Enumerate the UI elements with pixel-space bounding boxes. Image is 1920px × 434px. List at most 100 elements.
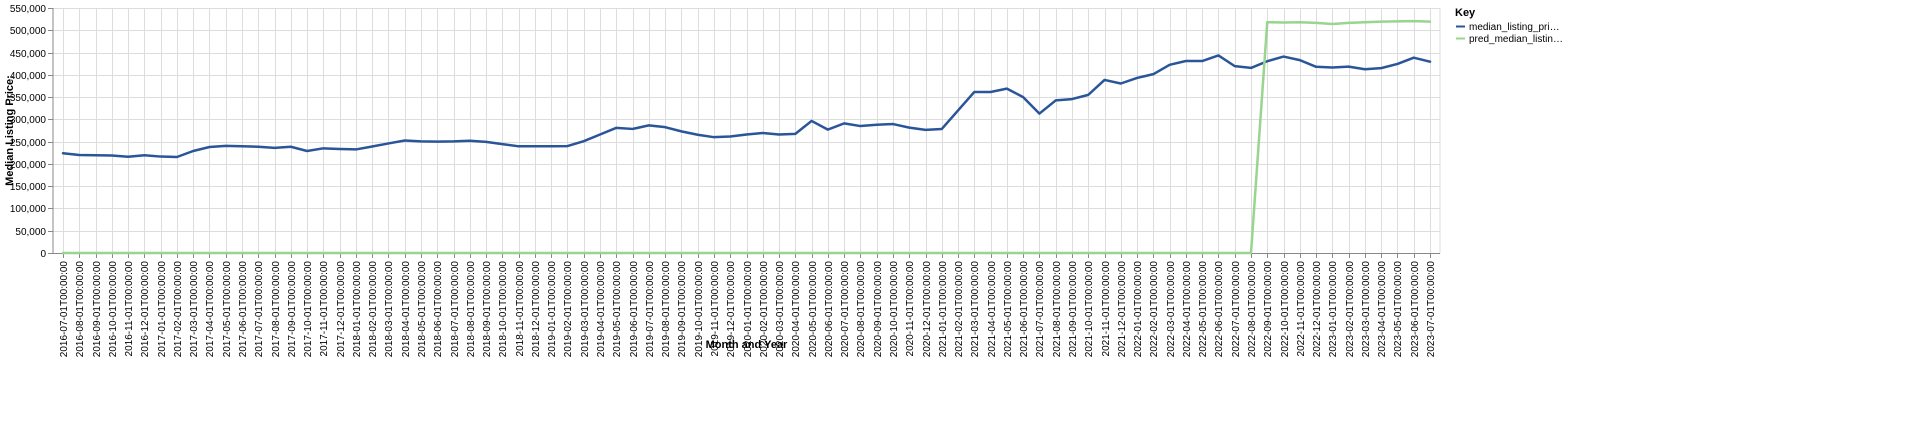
x-tick-label: 2017-03-01T00:00:00 [189,261,200,358]
x-tick-label: 2022-10-01T00:00:00 [1280,261,1291,358]
y-tick-label: 0 [40,249,46,260]
x-tick-label: 2019-10-01T00:00:00 [694,261,705,358]
x-tick-label: 2018-06-01T00:00:00 [433,261,444,358]
x-tick-label: 2018-01-01T00:00:00 [352,261,363,358]
x-tick-label: 2018-07-01T00:00:00 [450,261,461,358]
x-tick-label: 2022-08-01T00:00:00 [1247,261,1258,358]
legend-label-1: median_listing_pri… [1469,22,1560,33]
x-tick-label: 2022-03-01T00:00:00 [1166,261,1177,358]
x-tick-label: 2017-08-01T00:00:00 [271,261,282,358]
x-tick-label: 2023-02-01T00:00:00 [1345,261,1356,358]
x-tick-label: 2020-11-01T00:00:00 [905,261,916,357]
series-line-2 [61,19,1432,255]
x-tick-label: 2021-01-01T00:00:00 [938,261,949,358]
x-tick-label: 2019-01-01T00:00:00 [547,261,558,358]
x-tick-label: 2019-08-01T00:00:00 [661,261,672,358]
x-tick-label: 2017-05-01T00:00:00 [222,261,233,358]
x-tick-label: 2020-08-01T00:00:00 [856,261,867,358]
x-tick-label: 2016-10-01T00:00:00 [108,261,119,358]
y-tick-label: 450,000 [10,49,47,60]
legend-label-2: pred_median_listin… [1469,34,1563,45]
x-tick-label: 2019-11-01T00:00:00 [710,261,721,357]
x-axis-title: Month and Year [706,339,788,351]
x-tick-label: 2021-08-01T00:00:00 [1052,261,1063,358]
x-tick-label: 2017-06-01T00:00:00 [238,261,249,358]
x-tick-label: 2022-11-01T00:00:00 [1296,261,1307,357]
y-tick-label: 550,000 [10,4,47,15]
x-tick-label: 2022-04-01T00:00:00 [1182,261,1193,358]
x-axis: 2016-07-01T00:00:00 2016-08-01T00:00:00 20… [53,253,1440,357]
x-tick-label: 2016-09-01T00:00:00 [92,261,103,358]
x-tick-label: 2022-01-01T00:00:00 [1133,261,1144,358]
x-tick-label: 2018-12-01T00:00:00 [531,261,542,358]
y-tick-label: 250,000 [10,138,47,149]
x-tick-label: 2017-01-01T00:00:00 [157,261,168,358]
gridlines [53,8,1441,254]
x-tick-label: 2018-04-01T00:00:00 [401,261,412,358]
x-tick-label: 2020-10-01T00:00:00 [889,261,900,358]
x-tick-label: 2021-04-01T00:00:00 [987,261,998,358]
x-tick-label: 2020-04-01T00:00:00 [791,261,802,358]
x-tick-label: 2019-03-01T00:00:00 [580,261,591,358]
x-tick-label: 2016-08-01T00:00:00 [75,261,86,358]
x-tick-label: 2022-06-01T00:00:00 [1214,261,1225,358]
x-tick-label: 2017-12-01T00:00:00 [336,261,347,358]
x-tick-label: 2023-07-01T00:00:00 [1426,261,1437,358]
y-tick-label: 300,000 [10,115,47,126]
x-tick-label: 2019-12-01T00:00:00 [726,261,737,358]
x-tick-label: 2021-07-01T00:00:00 [1035,261,1046,358]
x-tick-label: 2019-06-01T00:00:00 [629,261,640,358]
y-axis: 0 50,000 100,000 150,000 200,000 250,000 300,0… [10,4,54,260]
x-tick-label: 2017-11-01T00:00:00 [319,261,330,357]
x-tick-label: 2021-03-01T00:00:00 [970,261,981,358]
x-tick-label: 2017-10-01T00:00:00 [303,261,314,358]
x-tick-label: 2018-05-01T00:00:00 [417,261,428,358]
x-tick-label: 2018-11-01T00:00:00 [515,261,526,357]
x-tick-label: 2020-07-01T00:00:00 [840,261,851,358]
x-tick-label: 2020-05-01T00:00:00 [808,261,819,358]
x-tick-label: 2017-07-01T00:00:00 [254,261,265,358]
x-tick-label: 2019-02-01T00:00:00 [563,261,574,358]
x-tick-label: 2021-09-01T00:00:00 [1068,261,1079,358]
x-tick-label: 2020-09-01T00:00:00 [873,261,884,358]
x-tick-label: 2021-05-01T00:00:00 [1003,261,1014,358]
x-tick-label: 2017-02-01T00:00:00 [173,261,184,358]
series-lines [61,19,1432,255]
x-tick-label: 2023-06-01T00:00:00 [1410,261,1421,358]
series-line-1 [61,54,1432,159]
x-tick-label: 2017-04-01T00:00:00 [205,261,216,358]
x-tick-label: 2018-03-01T00:00:00 [384,261,395,358]
x-tick-label: 2018-09-01T00:00:00 [482,261,493,358]
x-tick-label: 2020-06-01T00:00:00 [824,261,835,358]
x-tick-label: 2018-02-01T00:00:00 [368,261,379,358]
x-tick-label: 2022-05-01T00:00:00 [1198,261,1209,358]
x-tick-label: 2018-08-01T00:00:00 [466,261,477,358]
x-tick-label: 2016-07-01T00:00:00 [59,261,70,358]
x-tick-label: 2021-06-01T00:00:00 [1019,261,1030,358]
x-tick-label: 2020-02-01T00:00:00 [759,261,770,358]
x-tick-label: 2018-10-01T00:00:00 [498,261,509,358]
y-axis-title: Median Listing Price: [4,75,16,186]
y-tick-label: 350,000 [10,93,47,104]
x-tick-label: 2016-11-01T00:00:00 [124,261,135,357]
x-tick-label: 2016-12-01T00:00:00 [140,261,151,358]
y-tick-label: 200,000 [10,160,47,171]
x-tick-label: 2021-12-01T00:00:00 [1117,261,1128,358]
x-tick-label: 2022-12-01T00:00:00 [1312,261,1323,358]
y-tick-label: 150,000 [10,182,47,193]
x-tick-label: 2019-07-01T00:00:00 [645,261,656,358]
x-tick-label: 2022-02-01T00:00:00 [1149,261,1160,358]
y-tick-label: 500,000 [10,26,47,37]
x-tick-label: 2019-05-01T00:00:00 [612,261,623,358]
y-tick-label: 50,000 [15,227,46,238]
x-tick-label: 2023-04-01T00:00:00 [1377,261,1388,358]
y-tick-label: 100,000 [10,204,47,215]
x-tick-label: 2021-10-01T00:00:00 [1084,261,1095,358]
x-tick-label: 2017-09-01T00:00:00 [287,261,298,358]
x-tick-label: 2023-03-01T00:00:00 [1361,261,1372,358]
x-tick-label: 2023-01-01T00:00:00 [1328,261,1339,358]
x-tick-label: 2022-09-01T00:00:00 [1263,261,1274,358]
x-tick-label: 2023-05-01T00:00:00 [1393,261,1404,358]
x-tick-label: 2019-04-01T00:00:00 [596,261,607,358]
